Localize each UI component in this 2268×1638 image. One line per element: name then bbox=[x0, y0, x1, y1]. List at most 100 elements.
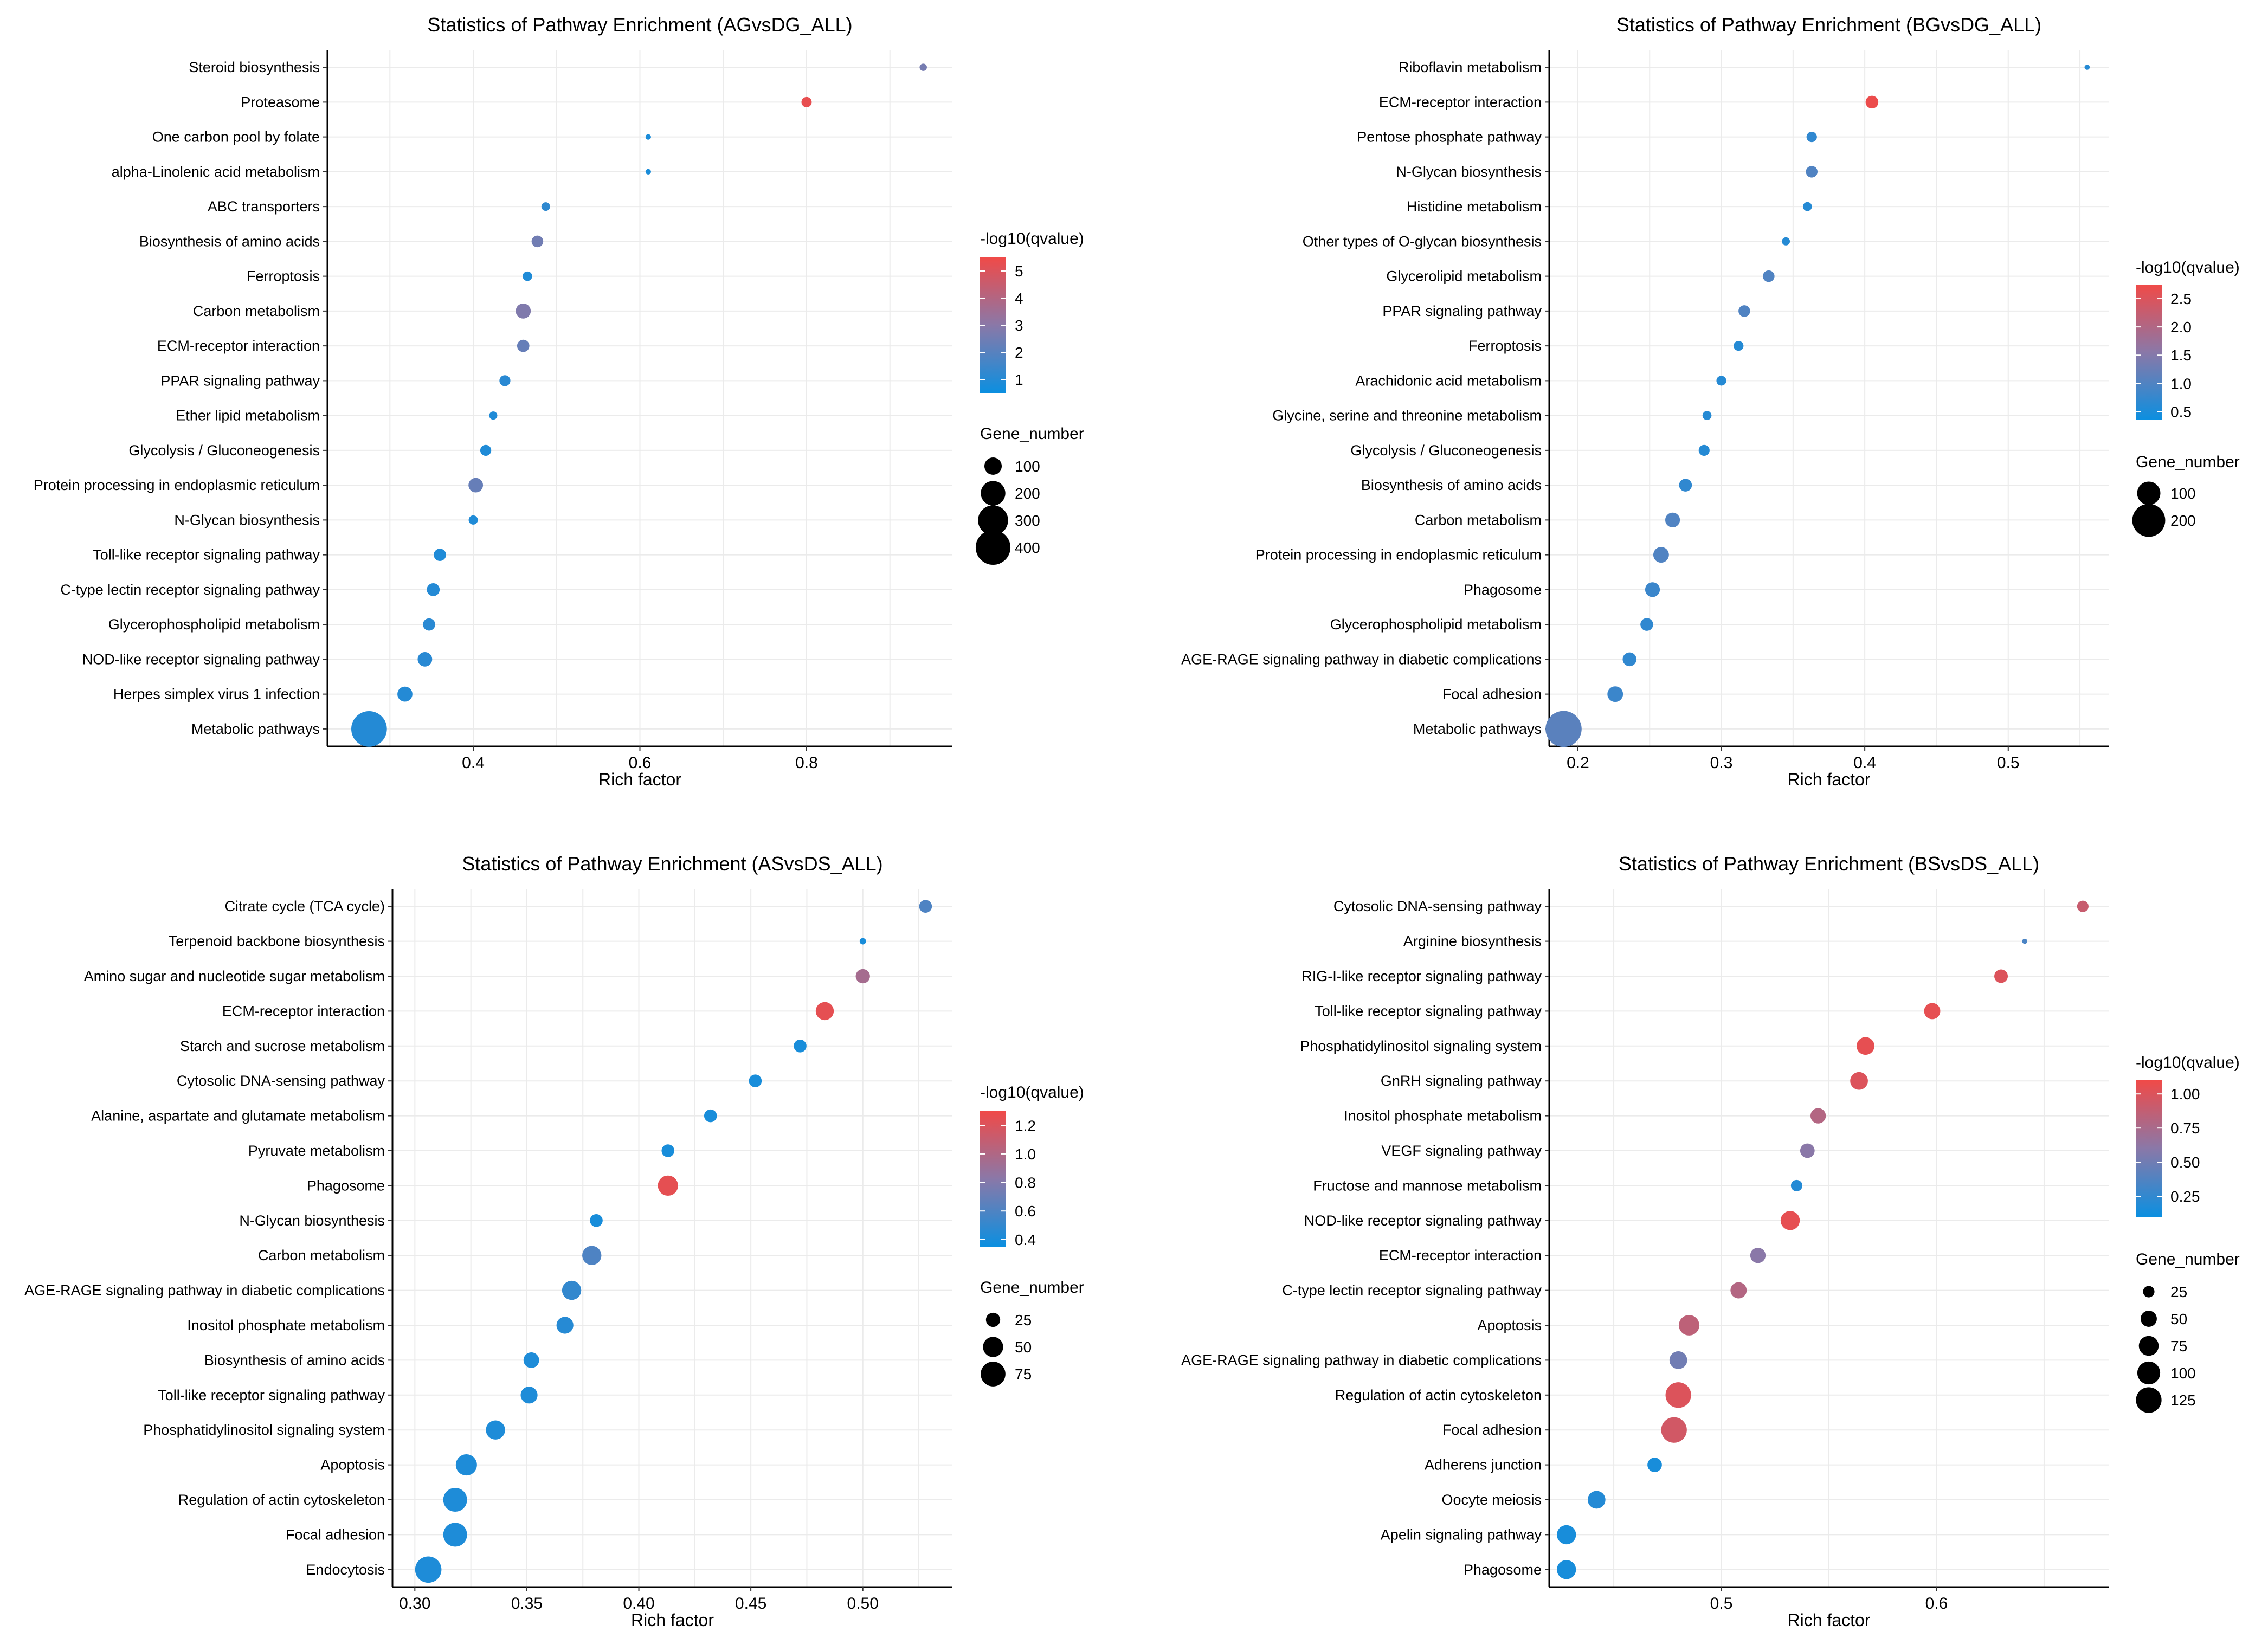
category-label: ECM-receptor interaction bbox=[222, 1003, 385, 1019]
size-legend-dot bbox=[978, 505, 1008, 536]
colorbar bbox=[980, 1111, 1006, 1247]
category-label: VEGF signaling pathway bbox=[1381, 1143, 1542, 1159]
x-tick-label: 0.6 bbox=[1925, 1595, 1948, 1613]
data-point bbox=[1557, 1525, 1576, 1545]
category-label: Amino sugar and nucleotide sugar metabol… bbox=[84, 968, 385, 984]
chart-title: Statistics of Pathway Enrichment (BGvsDG… bbox=[1616, 14, 2041, 36]
category-label: Protein processing in endoplasmic reticu… bbox=[1255, 547, 1542, 563]
chart-title: Statistics of Pathway Enrichment (AGvsDG… bbox=[427, 14, 852, 36]
size-legend-dot bbox=[975, 530, 1011, 565]
size-legend-dot bbox=[981, 1362, 1006, 1387]
data-point bbox=[815, 1002, 834, 1021]
size-legend-title: Gene_number bbox=[980, 1279, 1084, 1297]
size-legend-label: 75 bbox=[2170, 1338, 2187, 1355]
data-point bbox=[531, 235, 544, 248]
category-label: AGE-RAGE signaling pathway in diabetic c… bbox=[24, 1282, 385, 1299]
x-axis-label: Rich factor bbox=[631, 1610, 714, 1630]
category-label: Regulation of actin cytoskeleton bbox=[178, 1492, 385, 1508]
chart-panel-4: Statistics of Pathway Enrichment (BSvsDS… bbox=[1181, 853, 2240, 1630]
category-label: Glycolysis / Gluconeogenesis bbox=[128, 442, 320, 459]
data-point bbox=[397, 686, 413, 702]
size-legend-label: 200 bbox=[2170, 512, 2196, 529]
data-point bbox=[1665, 1382, 1691, 1408]
data-point bbox=[351, 711, 387, 747]
category-label: Carbon metabolism bbox=[193, 303, 320, 319]
category-label: Biosynthesis of amino acids bbox=[1361, 477, 1542, 493]
size-legend-dot bbox=[984, 457, 1002, 475]
category-label: ECM-receptor interaction bbox=[1379, 1247, 1542, 1263]
data-point bbox=[443, 1523, 467, 1547]
size-legend-label: 25 bbox=[1015, 1312, 1032, 1329]
category-label: Phagosome bbox=[307, 1177, 385, 1194]
data-point bbox=[556, 1317, 574, 1334]
data-point bbox=[523, 271, 532, 281]
category-label: Focal adhesion bbox=[1442, 1422, 1542, 1438]
size-legend-label: 200 bbox=[1015, 485, 1040, 502]
data-point bbox=[855, 969, 870, 984]
size-legend-dot bbox=[983, 1337, 1003, 1357]
data-point bbox=[423, 618, 435, 631]
category-label: AGE-RAGE signaling pathway in diabetic c… bbox=[1181, 1352, 1542, 1368]
x-tick-label: 0.35 bbox=[511, 1595, 543, 1613]
category-label: Apoptosis bbox=[1477, 1317, 1542, 1333]
data-point bbox=[590, 1214, 603, 1227]
category-label: Inositol phosphate metabolism bbox=[1344, 1108, 1542, 1124]
data-point bbox=[417, 652, 433, 667]
data-point bbox=[489, 411, 498, 420]
colorbar bbox=[2136, 1080, 2162, 1217]
data-point bbox=[1661, 1417, 1687, 1443]
data-point bbox=[2077, 900, 2089, 912]
chart-title: Statistics of Pathway Enrichment (BSvsDS… bbox=[1619, 853, 2039, 875]
category-label: Fructose and mannose metabolism bbox=[1313, 1177, 1542, 1194]
category-label: One carbon pool by folate bbox=[152, 129, 320, 145]
data-point bbox=[499, 375, 511, 386]
data-point bbox=[434, 549, 446, 561]
size-legend-dot bbox=[2137, 1361, 2161, 1385]
category-label: N-Glycan biosynthesis bbox=[174, 512, 320, 528]
category-label: N-Glycan biosynthesis bbox=[1396, 164, 1542, 180]
data-point bbox=[1865, 95, 1879, 109]
data-point bbox=[486, 1420, 505, 1440]
colorbar-label: 1.2 bbox=[1015, 1117, 1036, 1134]
x-axis-label: Rich factor bbox=[1788, 1610, 1871, 1630]
data-point bbox=[645, 134, 651, 140]
category-label: ABC transporters bbox=[208, 198, 320, 215]
category-label: Pentose phosphate pathway bbox=[1357, 129, 1542, 145]
data-point bbox=[1763, 270, 1775, 282]
category-label: RIG-I-like receptor signaling pathway bbox=[1301, 968, 1542, 984]
data-point bbox=[2084, 65, 2090, 70]
colorbar-label: 1.0 bbox=[2170, 375, 2192, 392]
category-label: Adherens junction bbox=[1425, 1457, 1542, 1473]
data-point bbox=[1557, 1560, 1576, 1579]
x-tick-label: 0.40 bbox=[623, 1595, 654, 1613]
category-label: ECM-receptor interaction bbox=[1379, 94, 1542, 110]
category-label: Proteasome bbox=[241, 94, 320, 110]
category-label: Alanine, aspartate and glutamate metabol… bbox=[91, 1108, 385, 1124]
colorbar-label: 0.8 bbox=[1015, 1175, 1036, 1191]
category-label: Steroid biosynthesis bbox=[189, 59, 320, 75]
size-legend-label: 100 bbox=[2170, 485, 2196, 502]
size-legend-dot bbox=[2136, 1387, 2162, 1413]
data-point bbox=[1806, 166, 1818, 178]
size-legend-label: 25 bbox=[2170, 1284, 2187, 1300]
data-point bbox=[1800, 1143, 1815, 1158]
data-point bbox=[1647, 1458, 1662, 1472]
data-point bbox=[1924, 1003, 1941, 1020]
colorbar-label: 0.4 bbox=[1015, 1231, 1036, 1248]
category-label: Glycerolipid metabolism bbox=[1386, 268, 1542, 285]
category-label: PPAR signaling pathway bbox=[1382, 303, 1542, 319]
category-label: Other types of O-glycan biosynthesis bbox=[1303, 233, 1542, 249]
category-label: Phosphatidylinositol signaling system bbox=[1300, 1038, 1542, 1054]
data-point bbox=[1640, 618, 1653, 631]
category-label: Ether lipid metabolism bbox=[176, 408, 320, 424]
data-point bbox=[468, 515, 478, 525]
data-point bbox=[468, 478, 484, 493]
category-label: Glycerophospholipid metabolism bbox=[1330, 616, 1542, 633]
size-legend-label: 300 bbox=[1015, 512, 1040, 529]
x-tick-label: 0.3 bbox=[1710, 754, 1733, 772]
category-label: Endocytosis bbox=[306, 1562, 385, 1578]
category-label: C-type lectin receptor signaling pathway bbox=[60, 582, 320, 598]
category-label: alpha-Linolenic acid metabolism bbox=[112, 164, 320, 180]
category-label: GnRH signaling pathway bbox=[1381, 1073, 1542, 1089]
data-point bbox=[1782, 237, 1790, 246]
